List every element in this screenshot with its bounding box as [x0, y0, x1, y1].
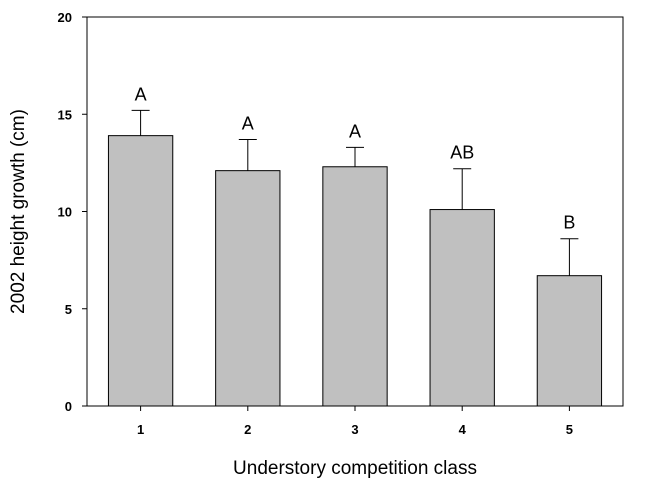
- x-axis-ticks: 1 2 3 4 5: [137, 406, 573, 437]
- error-bars-layer: [131, 109, 579, 276]
- y-tick-label-5: 5: [65, 302, 72, 317]
- y-tick-label-10: 10: [58, 205, 72, 220]
- significance-label-2: A: [242, 114, 254, 134]
- x-tick-label-2: 2: [244, 422, 251, 437]
- y-axis-label: 2002 height growth (cm): [8, 109, 29, 314]
- significance-label-3: A: [349, 121, 361, 141]
- error-bar-4: [453, 168, 472, 210]
- bar-1: [107, 135, 174, 407]
- y-tick-label-20: 20: [58, 10, 72, 25]
- x-tick-label-3: 3: [351, 422, 358, 437]
- error-bar-1: [131, 109, 150, 136]
- error-bar-5: [560, 238, 579, 276]
- error-bar-3: [346, 146, 364, 167]
- y-axis-ticks: 0 5 10 15 20: [58, 10, 87, 414]
- bar-5: [536, 275, 603, 407]
- y-tick-label-0: 0: [65, 399, 72, 414]
- x-axis-label: Understory competition class: [233, 458, 477, 479]
- y-tick-label-15: 15: [58, 107, 72, 122]
- x-tick-label-4: 4: [459, 422, 467, 437]
- bar-2: [215, 170, 281, 407]
- bar-3: [322, 166, 388, 407]
- bars-layer: [107, 135, 603, 407]
- x-tick-label-5: 5: [566, 422, 573, 437]
- significance-label-4: AB: [450, 143, 474, 163]
- significance-labels-layer: A A A AB B: [135, 84, 576, 232]
- significance-label-5: B: [563, 213, 575, 233]
- error-bar-2: [238, 139, 257, 171]
- x-tick-label-1: 1: [137, 422, 144, 437]
- bar-4: [429, 209, 495, 407]
- significance-label-1: A: [135, 84, 147, 104]
